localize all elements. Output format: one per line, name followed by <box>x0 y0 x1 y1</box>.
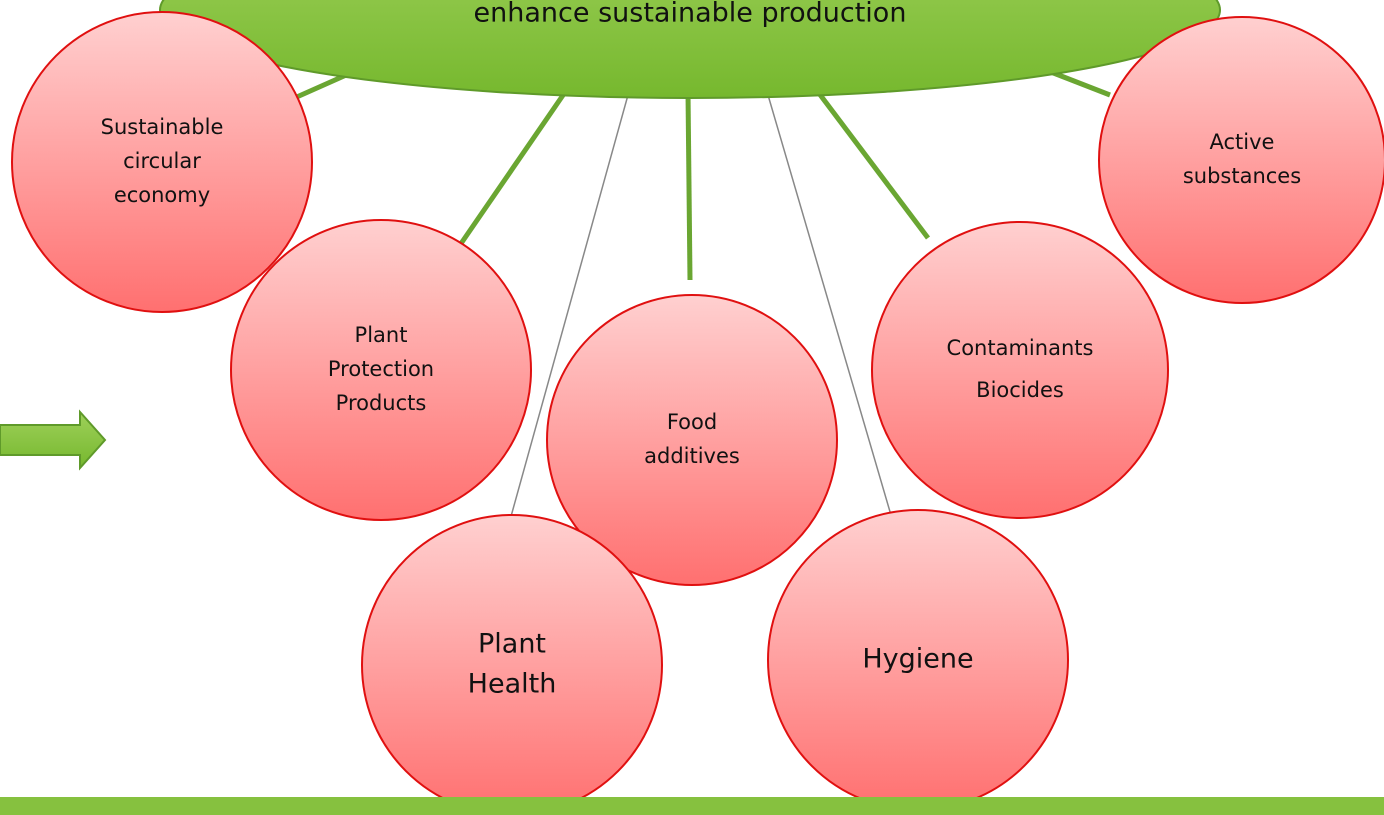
footer-bar <box>0 797 1384 815</box>
node-label: Plant <box>478 629 546 660</box>
node-label: Food <box>667 410 717 434</box>
node-label: Plant <box>355 323 408 347</box>
node-circle <box>11 11 313 313</box>
node-label: Active <box>1210 130 1275 154</box>
node-label: substances <box>1183 164 1301 188</box>
connectors <box>288 57 1111 523</box>
node-label: Contaminants <box>947 336 1094 360</box>
arrow <box>0 409 107 471</box>
hub-label: enhance sustainable production <box>474 0 907 29</box>
node-label: Health <box>468 669 557 700</box>
node-label: Biocides <box>976 378 1064 402</box>
node-circle <box>546 294 838 586</box>
node-label: Protection <box>328 357 434 381</box>
node-circle <box>1098 16 1384 304</box>
node-circle <box>871 221 1169 519</box>
node-label: Sustainable <box>101 115 224 139</box>
node-circle <box>230 219 532 521</box>
node-label: Hygiene <box>862 644 973 675</box>
node-label: additives <box>644 444 740 468</box>
node-label: economy <box>114 183 210 207</box>
nodes: Sustainable circular economy Plant Protectio… <box>11 11 1384 815</box>
node-circle <box>361 514 663 815</box>
node-label: circular <box>123 149 201 173</box>
hub <box>159 0 1221 99</box>
node-label: Products <box>336 391 427 415</box>
